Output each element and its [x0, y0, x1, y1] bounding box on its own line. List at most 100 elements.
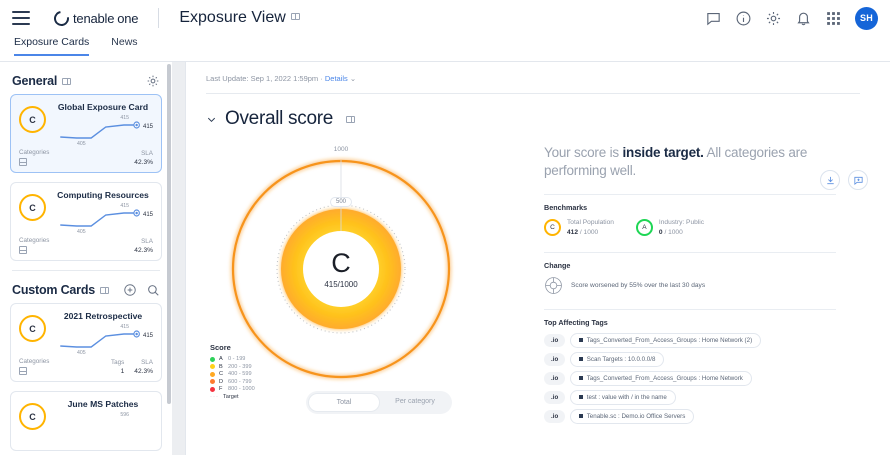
tag-row[interactable]: .io Scan Targets : 10.0.0.0/8 — [544, 351, 836, 367]
add-card-icon[interactable] — [123, 283, 137, 297]
info-icon[interactable] — [735, 10, 752, 27]
tag-row[interactable]: .io test : value with / in the name — [544, 389, 836, 405]
search-icon[interactable] — [146, 283, 160, 297]
spark-low-label: 405 — [77, 350, 86, 356]
tag-pill[interactable]: Tags_Converted_From_Access_Groups : Home… — [570, 332, 762, 348]
card-footer: Categories SLA 42.3% — [19, 237, 153, 254]
tab-news[interactable]: News — [111, 36, 138, 48]
benchmark-grade-ring: C — [544, 219, 561, 237]
download-icon[interactable] — [820, 170, 840, 190]
toggle-per-category[interactable]: Per category — [395, 398, 435, 405]
sla-label: SLA — [141, 238, 153, 245]
tag-source: .io — [544, 352, 566, 366]
tag-row[interactable]: .io Tenable.sc : Demo.io Office Servers — [544, 408, 836, 424]
legend-dot — [210, 356, 215, 362]
menu-icon[interactable] — [12, 11, 30, 25]
gauge-center: C 415/1000 — [303, 231, 379, 307]
panel-gutter — [172, 62, 186, 455]
chat-icon[interactable] — [705, 10, 722, 27]
page-title: Exposure View — [179, 9, 300, 27]
legend-grade: B — [219, 363, 223, 370]
tag-pill[interactable]: Tags_Converted_From_Access_Groups : Home… — [570, 370, 752, 386]
benchmark-max: / 1000 — [664, 228, 683, 236]
sla-label: SLA — [141, 150, 153, 157]
card-top: C 2021 Retrospective 415 405 415 — [19, 311, 153, 356]
exposure-card-computing-resources[interactable]: C Computing Resources 415 405 415 Catego… — [10, 182, 162, 261]
overall-score-gauge: 1000 500 0 C 415/1000 — [216, 144, 466, 394]
tag-square-icon — [579, 395, 583, 399]
card-footer: Categories Tags 1 SLA 42.3% — [19, 358, 153, 375]
sla-value: 42.3% — [134, 247, 153, 254]
card-top: C Global Exposure Card 415 405 415 — [19, 102, 153, 147]
spark-end-value: 415 — [142, 124, 153, 130]
change-label: Change — [544, 260, 571, 270]
tag-pill[interactable]: Scan Targets : 10.0.0.0/8 — [570, 351, 665, 367]
main-inner: Last Update: Sep 1, 2022 1:59pm · Detail… — [194, 62, 890, 428]
score-view-toggle: Total Per category — [306, 391, 452, 414]
verdict-pre: Your score is — [544, 145, 623, 160]
legend-grade: C — [219, 371, 224, 377]
benchmark-grade-ring: A — [635, 219, 653, 237]
tenable-logo-icon — [51, 7, 72, 29]
avatar[interactable]: SH — [855, 6, 878, 30]
main-content: Last Update: Sep 1, 2022 1:59pm · Detail… — [186, 62, 890, 455]
tag-row[interactable]: .io Tags_Converted_From_Access_Groups : … — [544, 332, 836, 348]
toggle-total[interactable]: Total — [308, 393, 380, 412]
book-icon[interactable] — [100, 286, 110, 294]
details-link[interactable]: Details — [324, 74, 348, 83]
gauge-score-value: 415/1000 — [324, 279, 358, 289]
chevron-down-icon[interactable]: ⌄ — [349, 74, 357, 83]
gear-icon[interactable] — [146, 74, 160, 88]
legend-item: B 200 - 399 — [210, 364, 255, 370]
benchmark-max: / 1000 — [579, 228, 599, 236]
brand-name-bold: tenable — [73, 10, 115, 26]
legend-range: 600 - 799 — [228, 378, 252, 385]
tab-exposure-cards[interactable]: Exposure Cards — [14, 36, 90, 56]
spark-low-label: 405 — [77, 141, 86, 147]
grade-ring: C — [19, 194, 46, 221]
book-icon[interactable] — [290, 13, 300, 20]
tag-pill[interactable]: Tenable.sc : Demo.io Office Servers — [570, 408, 695, 424]
custom-card-2021-retrospective[interactable]: C 2021 Retrospective 415 405 415 Categor… — [10, 303, 162, 382]
gauge-tick-1000: 1000 — [333, 146, 349, 153]
legend-grade: A — [219, 356, 223, 362]
spark-high-label: 596 — [120, 412, 129, 418]
last-update-text: Last Update: Sep 1, 2022 1:59pm — [206, 74, 319, 83]
book-icon[interactable] — [346, 115, 356, 123]
add-comment-icon[interactable] — [848, 170, 868, 190]
legend-target-label: Target — [223, 393, 239, 400]
book-icon[interactable] — [62, 77, 72, 85]
sidebar: General C Global Exposure Card 415 405 — [0, 62, 172, 455]
legend-item: C 400 - 599 — [210, 371, 255, 377]
spark-high-label: 415 — [120, 203, 129, 209]
exposure-card-global[interactable]: C Global Exposure Card 415 405 415 Categ… — [10, 94, 162, 173]
benchmark-industry-public: A Industry: Public 0 / 1000 — [635, 218, 704, 237]
chevron-down-icon[interactable] — [206, 114, 217, 125]
legend-item: A 0 - 199 — [210, 356, 255, 362]
content-row: 1000 500 0 C 415/1000 Score A 0 - 199 B 20… — [206, 134, 860, 428]
categories-icon — [19, 246, 27, 254]
last-update: Last Update: Sep 1, 2022 1:59pm · Detail… — [206, 74, 357, 83]
legend-range: 0 - 199 — [228, 356, 246, 362]
bell-icon[interactable] — [795, 10, 812, 27]
scrollbar-thumb[interactable] — [167, 64, 171, 404]
brand-logo[interactable]: tenable one — [51, 7, 139, 29]
custom-card-june-ms-patches[interactable]: C June MS Patches 596 — [10, 391, 162, 451]
legend-dot — [210, 371, 215, 377]
categories-block: Categories — [19, 358, 49, 375]
categories-block: Categories — [19, 149, 49, 166]
gear-icon[interactable] — [765, 10, 782, 27]
top-bar: tenable one Exposure View SH — [0, 0, 890, 36]
divider — [544, 194, 836, 196]
tag-pill[interactable]: test : value with / in the name — [570, 389, 676, 405]
spark-end-value: 415 — [142, 212, 153, 218]
card-title: 2021 Retrospective — [63, 311, 143, 321]
apps-grid-icon[interactable] — [825, 10, 842, 27]
card-title: Computing Resources — [57, 190, 149, 200]
body: General C Global Exposure Card 415 405 — [0, 62, 890, 455]
main-actions — [820, 170, 868, 190]
categories-block: Categories — [19, 237, 49, 254]
sidebar-scrollbar[interactable] — [166, 62, 172, 455]
tag-row[interactable]: .io Tags_Converted_From_Access_Groups : … — [544, 370, 836, 386]
gauge-tick-500: 500 — [329, 197, 353, 207]
